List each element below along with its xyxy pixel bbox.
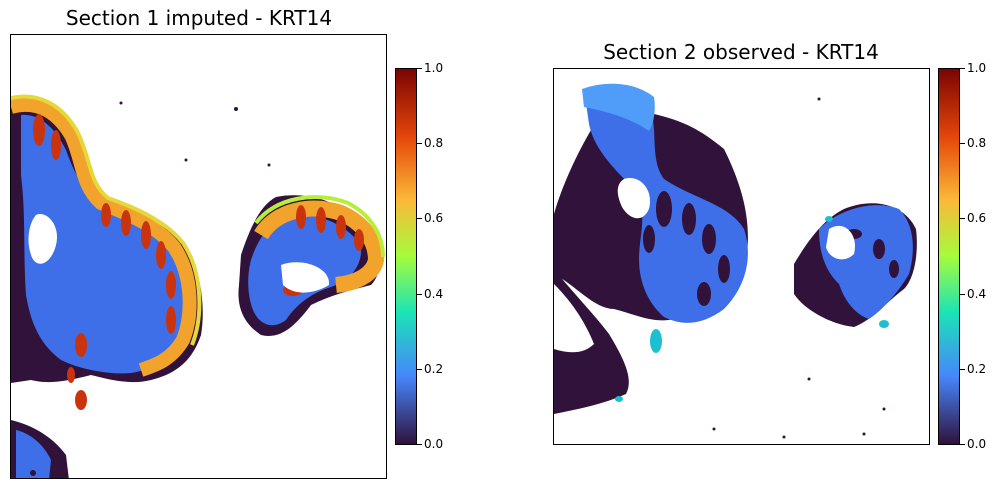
panel1-heatmap	[10, 34, 387, 479]
colorbar-tick	[417, 444, 422, 445]
colorbar-tick	[960, 294, 965, 295]
colorbar-tick	[417, 369, 422, 370]
panel1-tissue-map	[11, 94, 385, 478]
colorbar-tick-label: 1.0	[967, 61, 987, 75]
panel2-title: Section 2 observed - KRT14	[603, 40, 879, 64]
colorbar-tick	[960, 369, 965, 370]
colorbar-tick-label: 0.2	[967, 362, 987, 376]
colorbar-tick-label: 1.0	[424, 61, 444, 75]
colorbar-tick	[417, 294, 422, 295]
panel2-colorbar	[938, 68, 960, 445]
colorbar-tick-label: 0.2	[424, 362, 444, 376]
panel2-heatmap	[553, 68, 930, 445]
colorbar-tick	[960, 218, 965, 219]
colorbar-tick	[417, 218, 422, 219]
colorbar-tick-label: 0.8	[424, 136, 444, 150]
colorbar-tick-label: 0.6	[967, 211, 987, 225]
colorbar-tick-label: 0.0	[967, 437, 987, 451]
panel1-tissue-blue	[21, 114, 188, 374]
colorbar-tick	[417, 68, 422, 69]
colorbar-tick-label: 0.4	[967, 287, 987, 301]
colorbar-tick	[960, 143, 965, 144]
colorbar-tick-label: 0.4	[424, 287, 444, 301]
colorbar-tick-label: 0.6	[424, 211, 444, 225]
colorbar-tick-label: 0.8	[967, 136, 987, 150]
colorbar-tick	[417, 143, 422, 144]
panel2-tissue-map	[554, 83, 917, 439]
panel1-red-structures	[33, 114, 176, 410]
colorbar-tick	[960, 444, 965, 445]
colorbar-tick-label: 0.0	[424, 437, 444, 451]
colorbar-tick	[960, 68, 965, 69]
panel1-colorbar	[395, 68, 417, 445]
panel1-title: Section 1 imputed - KRT14	[65, 6, 333, 30]
